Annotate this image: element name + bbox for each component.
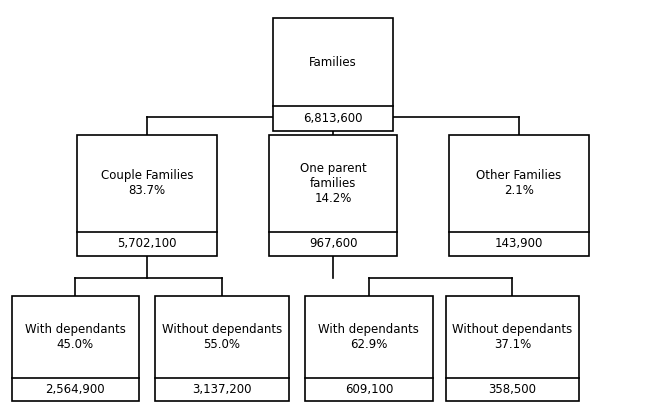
Text: Without dependants
55.0%: Without dependants 55.0% — [162, 323, 282, 351]
Text: 143,900: 143,900 — [495, 237, 543, 250]
FancyBboxPatch shape — [11, 296, 139, 401]
FancyBboxPatch shape — [155, 296, 289, 401]
Text: Without dependants
37.1%: Without dependants 37.1% — [452, 323, 573, 351]
Text: One parent
families
14.2%: One parent families 14.2% — [300, 162, 366, 205]
FancyBboxPatch shape — [272, 18, 394, 131]
Text: 6,813,600: 6,813,600 — [303, 112, 363, 125]
FancyBboxPatch shape — [446, 296, 579, 401]
Text: 358,500: 358,500 — [488, 383, 537, 396]
Text: Couple Families
83.7%: Couple Families 83.7% — [101, 169, 193, 197]
FancyBboxPatch shape — [449, 135, 589, 256]
Text: Other Families
2.1%: Other Families 2.1% — [476, 169, 561, 197]
Text: 3,137,200: 3,137,200 — [192, 383, 252, 396]
Text: 967,600: 967,600 — [309, 237, 357, 250]
Text: Families: Families — [309, 56, 357, 69]
Text: 2,564,900: 2,564,900 — [45, 383, 105, 396]
FancyBboxPatch shape — [305, 296, 432, 401]
FancyBboxPatch shape — [269, 135, 397, 256]
Text: With dependants
62.9%: With dependants 62.9% — [318, 323, 420, 351]
Text: 609,100: 609,100 — [345, 383, 393, 396]
Text: 5,702,100: 5,702,100 — [117, 237, 176, 250]
FancyBboxPatch shape — [77, 135, 217, 256]
Text: With dependants
45.0%: With dependants 45.0% — [25, 323, 126, 351]
